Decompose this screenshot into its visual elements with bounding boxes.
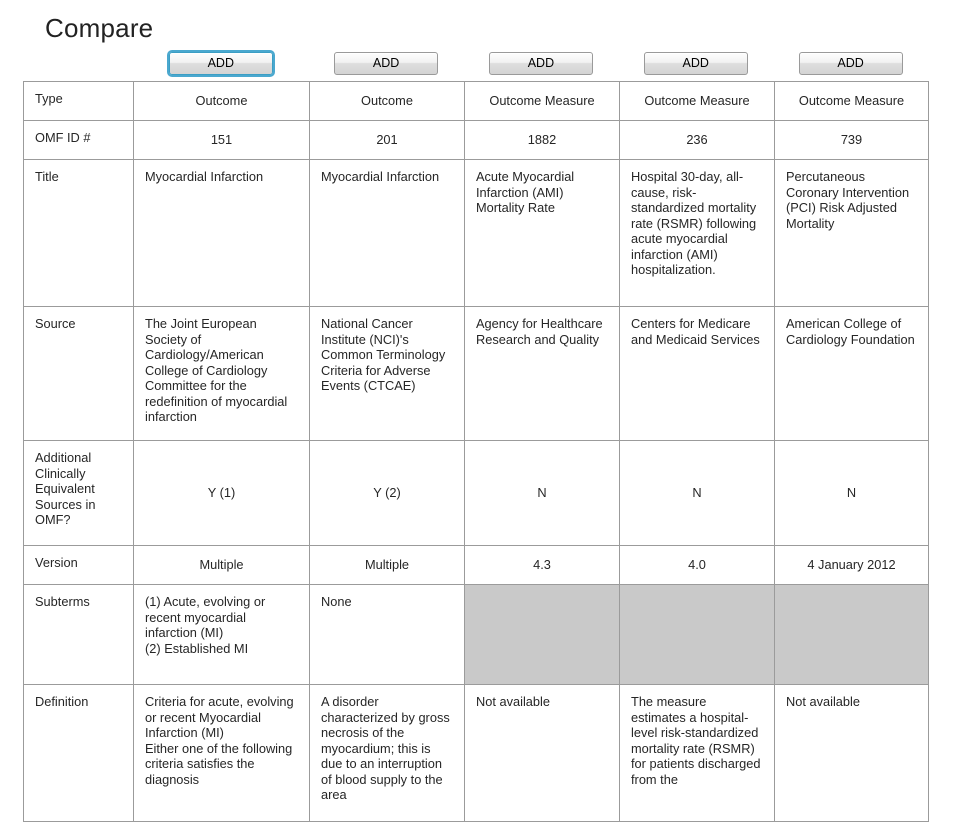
add-button-column-4[interactable]: ADD [643, 52, 748, 75]
add-cell-3: ADD [464, 52, 619, 75]
row-label-definition: Definition [23, 684, 134, 822]
cell-title-2: Myocardial Infarction [309, 159, 465, 307]
table-row-source: Source The Joint European Society of Car… [23, 306, 929, 441]
table-row-subterms: Subterms (1) Acute, evolving or recent m… [23, 584, 929, 685]
cell-version-2: Multiple [309, 545, 465, 585]
cell-additional-1: Y (1) [133, 440, 310, 546]
row-label-type: Type [23, 81, 134, 121]
cell-definition-4: The measure estimates a hospital-level r… [619, 684, 775, 822]
row-label-title: Title [23, 159, 134, 307]
cell-subterms-1: (1) Acute, evolving or recent myocardial… [133, 584, 310, 685]
cell-subterms-5 [774, 584, 929, 685]
row-label-subterms: Subterms [23, 584, 134, 685]
cell-subterms-4 [619, 584, 775, 685]
table-row-version: Version Multiple Multiple 4.3 4.0 4 Janu… [23, 545, 929, 585]
cell-definition-5: Not available [774, 684, 929, 822]
cell-omf-id-4: 236 [619, 120, 775, 160]
add-button-column-3[interactable]: ADD [488, 52, 593, 75]
cell-version-5: 4 January 2012 [774, 545, 929, 585]
add-button-column-5[interactable]: ADD [798, 52, 903, 75]
cell-type-4: Outcome Measure [619, 81, 775, 121]
add-cell-2: ADD [309, 52, 464, 75]
add-button-column-2[interactable]: ADD [334, 52, 439, 75]
table-row-title: Title Myocardial Infarction Myocardial I… [23, 159, 929, 307]
add-button-column-1[interactable]: ADD [168, 52, 273, 75]
cell-definition-1: Criteria for acute, evolving or recent M… [133, 684, 310, 822]
cell-title-3: Acute Myocardial Infarction (AMI) Mortal… [464, 159, 620, 307]
page-title: Compare [45, 13, 154, 43]
cell-omf-id-1: 151 [133, 120, 310, 160]
cell-omf-id-2: 201 [309, 120, 465, 160]
cell-type-3: Outcome Measure [464, 81, 620, 121]
cell-source-2: National Cancer Institute (NCI)'s Common… [309, 306, 465, 441]
cell-additional-5: N [774, 440, 929, 546]
cell-omf-id-3: 1882 [464, 120, 620, 160]
cell-definition-2: A disorder characterized by gross necros… [309, 684, 465, 822]
cell-title-5: Percutaneous Coronary Intervention (PCI)… [774, 159, 929, 307]
cell-title-4: Hospital 30-day, all-cause, risk-standar… [619, 159, 775, 307]
cell-additional-2: Y (2) [309, 440, 465, 546]
cell-omf-id-5: 739 [774, 120, 929, 160]
table-row-additional-sources: Additional Clinically Equivalent Sources… [23, 440, 929, 546]
cell-source-1: The Joint European Society of Cardiology… [133, 306, 310, 441]
cell-additional-3: N [464, 440, 620, 546]
cell-definition-3: Not available [464, 684, 620, 822]
add-cell-4: ADD [618, 52, 773, 75]
row-label-additional-sources: Additional Clinically Equivalent Sources… [23, 440, 134, 546]
table-row-type: Type Outcome Outcome Outcome Measure Out… [23, 81, 929, 121]
cell-source-4: Centers for Medicare and Medicaid Servic… [619, 306, 775, 441]
cell-type-5: Outcome Measure [774, 81, 929, 121]
cell-source-5: American College of Cardiology Foundatio… [774, 306, 929, 441]
table-row-omf-id: OMF ID # 151 201 1882 236 739 [23, 120, 929, 160]
add-cell-1: ADD [133, 52, 309, 75]
comparison-table: Type Outcome Outcome Outcome Measure Out… [23, 81, 929, 822]
add-button-row: ADD ADD ADD ADD ADD [0, 52, 928, 75]
cell-title-1: Myocardial Infarction [133, 159, 310, 307]
cell-type-2: Outcome [309, 81, 465, 121]
add-row-spacer [23, 52, 133, 75]
cell-type-1: Outcome [133, 81, 310, 121]
add-cell-5: ADD [773, 52, 928, 75]
row-label-version: Version [23, 545, 134, 585]
cell-additional-4: N [619, 440, 775, 546]
cell-version-3: 4.3 [464, 545, 620, 585]
row-label-omf-id: OMF ID # [23, 120, 134, 160]
cell-source-3: Agency for Healthcare Research and Quali… [464, 306, 620, 441]
table-row-definition: Definition Criteria for acute, evolving … [23, 684, 929, 822]
cell-subterms-3 [464, 584, 620, 685]
cell-version-4: 4.0 [619, 545, 775, 585]
cell-version-1: Multiple [133, 545, 310, 585]
cell-subterms-2: None [309, 584, 465, 685]
row-label-source: Source [23, 306, 134, 441]
